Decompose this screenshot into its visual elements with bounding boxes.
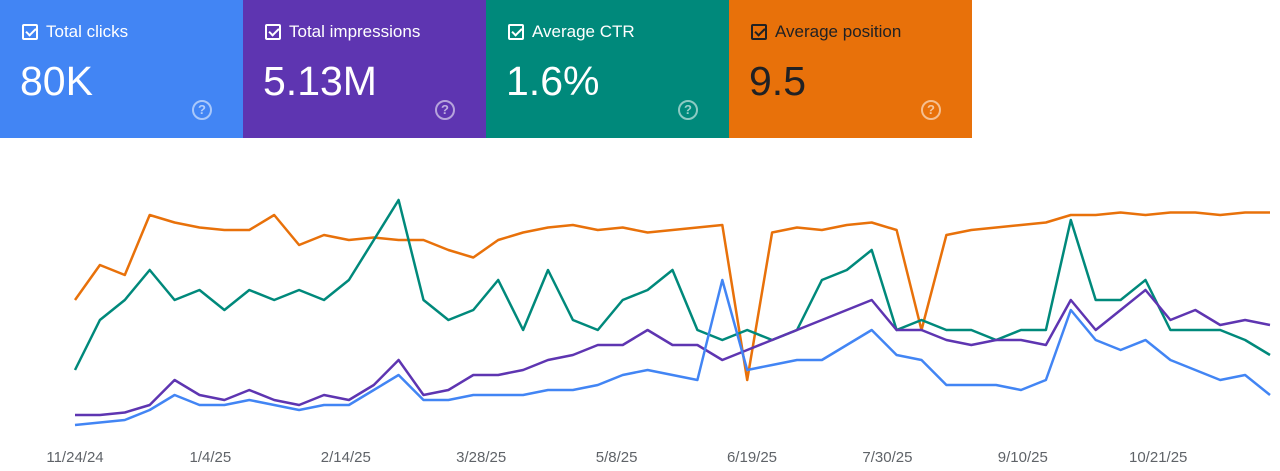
x-tick-label: 10/21/25 bbox=[1129, 449, 1187, 466]
checkbox-icon[interactable] bbox=[751, 24, 767, 40]
card-total-clicks[interactable]: Total clicks 80K ? bbox=[0, 0, 243, 138]
series-line-total-impressions bbox=[75, 288, 1271, 417]
card-label: Total clicks bbox=[46, 22, 129, 41]
card-value: 5.13M bbox=[263, 58, 377, 104]
series-line-average-ctr bbox=[73, 198, 1271, 371]
card-label: Average position bbox=[775, 22, 902, 41]
card-value: 9.5 bbox=[749, 58, 806, 104]
help-icon[interactable]: ? bbox=[678, 100, 698, 120]
metric-cards: Total clicks 80K ? Total impressions 5.1… bbox=[0, 0, 972, 138]
card-label: Average CTR bbox=[532, 22, 635, 41]
card-total-impressions[interactable]: Total impressions 5.13M ? bbox=[243, 0, 486, 138]
card-value: 80K bbox=[20, 58, 93, 104]
x-tick-label: 1/4/25 bbox=[190, 449, 232, 466]
x-tick-label: 7/30/25 bbox=[862, 449, 912, 466]
series-line-average-position bbox=[73, 211, 1270, 382]
help-icon[interactable]: ? bbox=[921, 100, 941, 120]
series-line-total-clicks bbox=[74, 278, 1271, 427]
x-tick-label: 6/19/25 bbox=[727, 449, 777, 466]
card-average-ctr[interactable]: Average CTR 1.6% ? bbox=[486, 0, 729, 138]
checkbox-icon[interactable] bbox=[265, 24, 281, 40]
checkbox-icon[interactable] bbox=[508, 24, 524, 40]
x-tick-label: 3/28/25 bbox=[456, 449, 506, 466]
x-tick-label: 2/14/25 bbox=[321, 449, 371, 466]
x-tick-label: 9/10/25 bbox=[998, 449, 1048, 466]
help-icon[interactable]: ? bbox=[192, 100, 212, 120]
checkbox-icon[interactable] bbox=[22, 24, 38, 40]
help-icon[interactable]: ? bbox=[435, 100, 455, 120]
card-average-position[interactable]: Average position 9.5 ? bbox=[729, 0, 972, 138]
card-label: Total impressions bbox=[289, 22, 421, 41]
x-tick-label: 11/24/24 bbox=[46, 449, 103, 466]
performance-chart: 11/24/24 1/4/25 2/14/25 3/28/25 5/8/25 6/19/2… bbox=[46, 198, 1271, 466]
card-value: 1.6% bbox=[506, 58, 600, 104]
x-tick-label: 5/8/25 bbox=[596, 449, 638, 466]
